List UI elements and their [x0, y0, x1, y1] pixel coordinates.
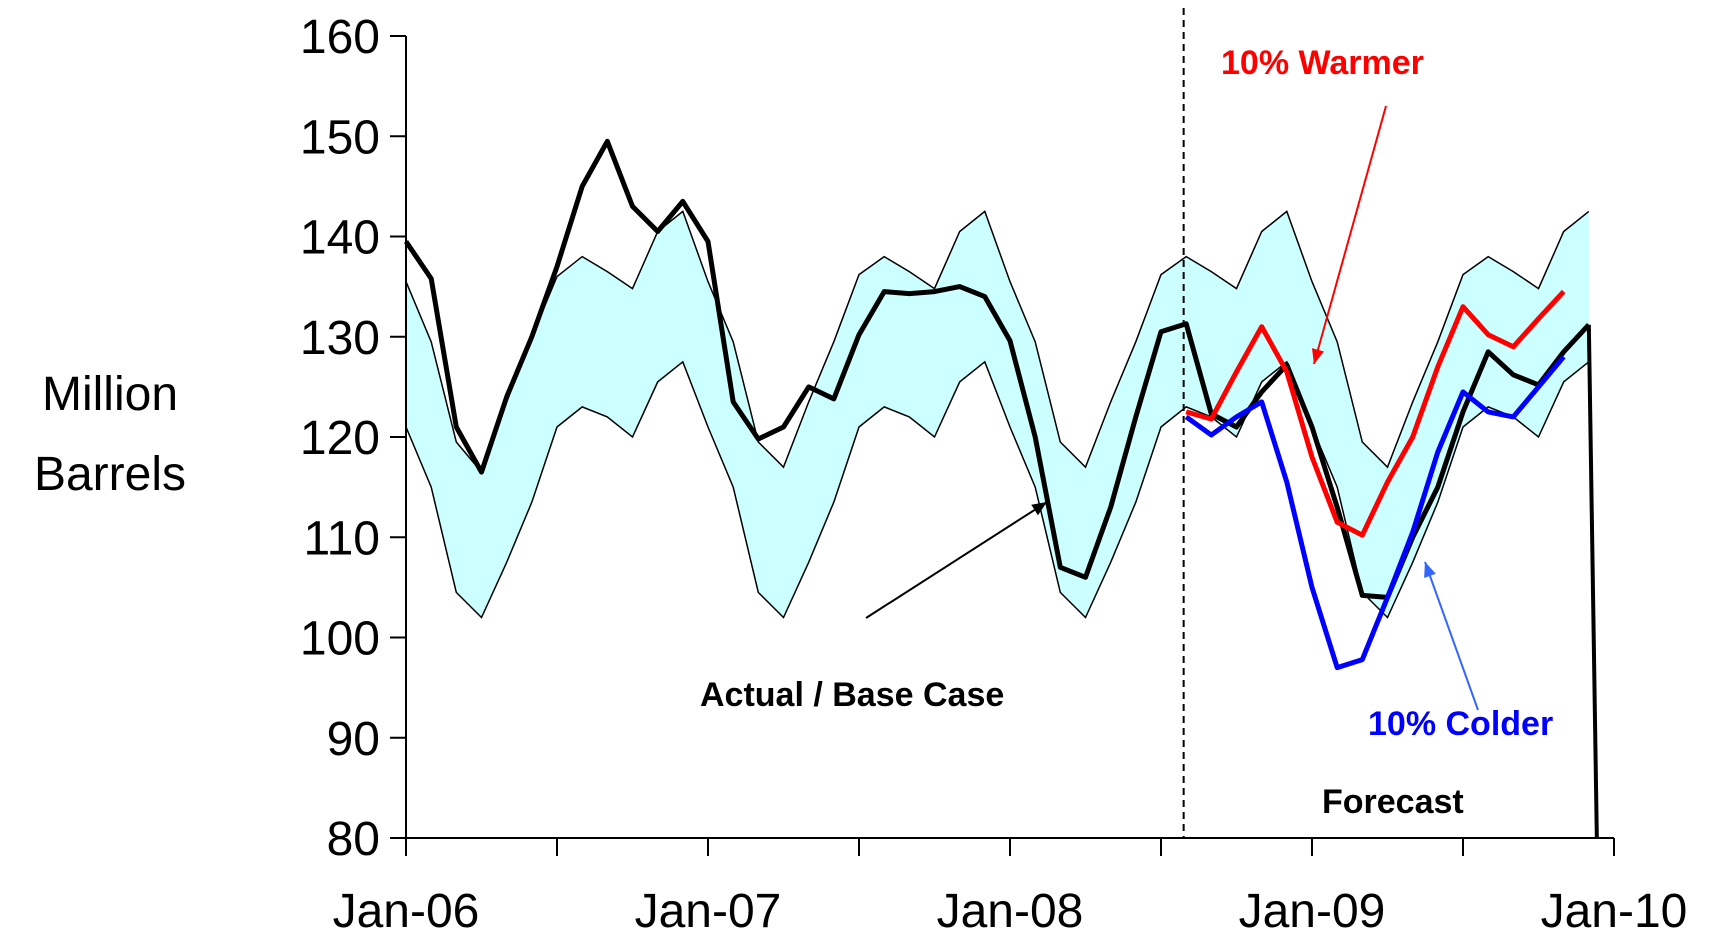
series-lines [403, 138, 1599, 839]
series-line-colder [1184, 355, 1566, 671]
warmer-arrow-head [1311, 348, 1324, 364]
colder-arrow-head [1424, 562, 1436, 578]
annotations: Million Barrels 10% Warmer 10% Colder Ac… [34, 44, 1553, 821]
y-tick-label: 110 [303, 512, 380, 565]
annotation-colder: 10% Colder [1368, 705, 1553, 743]
x-tick-label: Jan-08 [937, 885, 1084, 938]
band-upper-line [405, 210, 1590, 474]
axes: 80 90 100 110 120 130 140 150 160 Jan-06 Jan-07 Jan… [300, 8, 1687, 938]
x-tick-label: Jan-10 [1541, 885, 1688, 938]
actual-arrow-head [1031, 502, 1047, 516]
colder-arrow [1424, 561, 1479, 711]
band-lower-line [405, 360, 1590, 619]
normal-range-band [405, 210, 1590, 619]
y-tick-label: 90 [327, 713, 380, 766]
series-line-warmer [1185, 289, 1566, 538]
y-tick-label: 120 [300, 412, 380, 465]
y-tick-label: 150 [300, 111, 380, 164]
actual-arrow [865, 501, 1048, 619]
x-tick-label: Jan-09 [1239, 885, 1386, 938]
y-tick-label: 100 [300, 613, 380, 666]
base-case-end-drop [1586, 324, 1599, 839]
y-tick-label: 140 [300, 212, 380, 265]
annotation-forecast: Forecast [1322, 783, 1464, 821]
x-tick-label: Jan-07 [635, 885, 782, 938]
y-axis-label-line2: Barrels [34, 448, 186, 501]
annotation-actual-base-case: Actual / Base Case [700, 676, 1004, 714]
y-tick-label: 160 [300, 11, 380, 64]
annotation-warmer: 10% Warmer [1221, 44, 1424, 82]
warmer-arrow [1313, 105, 1387, 365]
x-tick-label: Jan-06 [333, 885, 480, 938]
y-tick-label: 80 [327, 813, 380, 866]
band-fill [406, 211, 1589, 618]
y-axis-label-line1: Million [42, 368, 178, 421]
y-tick-label: 130 [300, 312, 380, 365]
